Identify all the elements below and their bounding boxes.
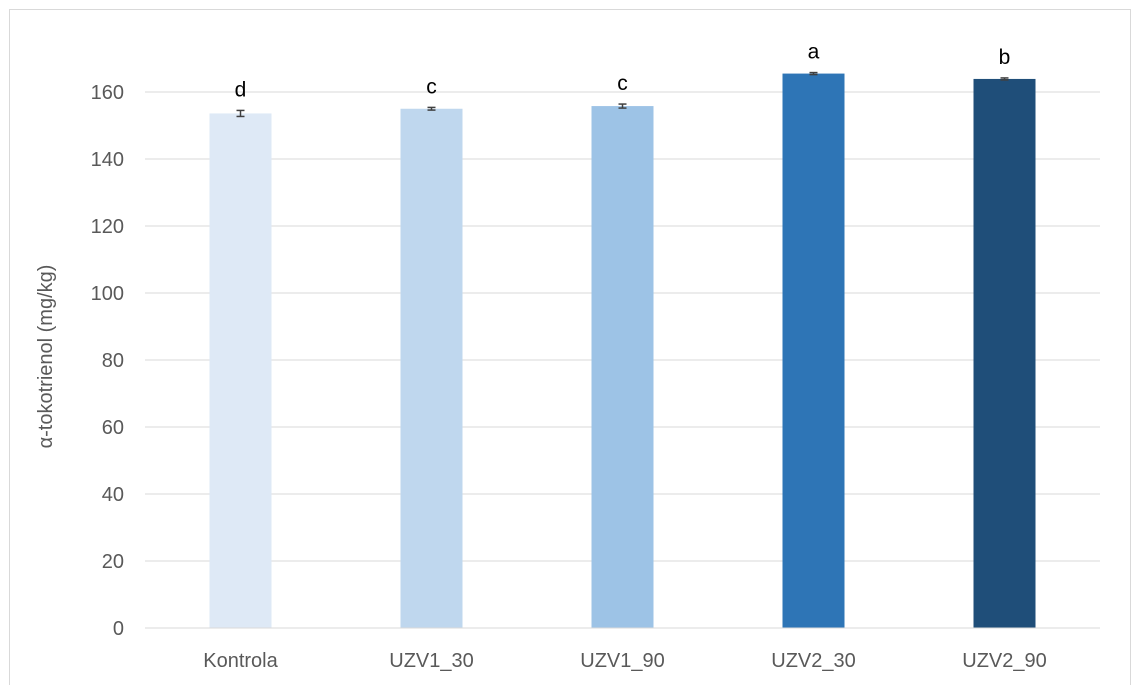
significance-label: d <box>235 78 247 101</box>
significance-label: a <box>808 41 820 64</box>
y-tick-label: 80 <box>102 350 124 372</box>
significance-label: b <box>999 46 1011 69</box>
x-tick-label: UZV2_90 <box>962 650 1047 672</box>
y-tick-label: 40 <box>102 484 124 506</box>
y-tick-label: 20 <box>102 551 124 573</box>
bar <box>782 73 845 628</box>
x-tick-label: UZV2_30 <box>771 650 856 672</box>
chart-frame <box>9 9 1131 685</box>
significance-label: c <box>426 75 437 98</box>
significance-labels: d c c a b <box>235 41 1011 102</box>
y-tick-label: 140 <box>91 149 124 171</box>
significance-label: c <box>617 72 628 95</box>
bar <box>973 78 1036 628</box>
bar <box>591 106 654 628</box>
error-bars <box>236 71 1009 118</box>
y-tick-label: 0 <box>113 618 124 640</box>
y-axis-label: α-tokotrienol (mg/kg) <box>35 265 57 449</box>
y-tick-label: 60 <box>102 417 124 439</box>
bars <box>209 73 1036 628</box>
y-tick-label: 100 <box>91 283 124 305</box>
y-axis-ticks: 0 20 40 60 80 100 120 140 160 <box>91 82 124 640</box>
y-tick-label: 160 <box>91 82 124 104</box>
x-axis-ticks: Kontrola UZV1_30 UZV1_90 UZV2_30 UZV2_90 <box>203 650 1047 672</box>
y-tick-label: 120 <box>91 216 124 238</box>
x-tick-label: UZV1_90 <box>580 650 665 672</box>
x-tick-label: Kontrola <box>203 650 278 672</box>
bar <box>209 113 272 628</box>
bar <box>400 108 463 628</box>
x-tick-label: UZV1_30 <box>389 650 474 672</box>
